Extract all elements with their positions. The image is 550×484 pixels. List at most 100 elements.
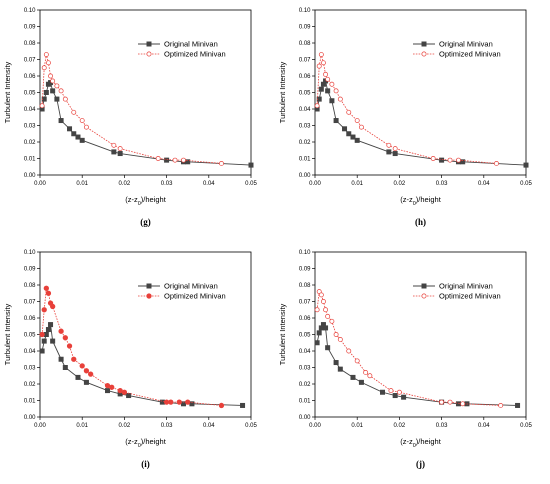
y-tick-label: 0.06 bbox=[24, 316, 36, 322]
y-tick-label: 0.02 bbox=[299, 140, 311, 146]
legend-label-optimized: Optimized Minivan bbox=[439, 50, 501, 59]
y-tick-label: 0.07 bbox=[24, 300, 36, 306]
legend-marker-original bbox=[146, 283, 152, 289]
original-data-point bbox=[354, 137, 360, 143]
series-line-original bbox=[41, 81, 252, 166]
chart-svg-i: 0.00 0.01 0.02 0.03 0.04 0.05 0.00 0.01 0.02 0.03… bbox=[3, 250, 257, 469]
original-data-point bbox=[342, 126, 348, 132]
optimized-data-point bbox=[494, 160, 499, 166]
x-axis-title-tail: )/height bbox=[141, 437, 167, 446]
chart-panel-i: 0.00 0.01 0.02 0.03 0.04 0.05 0.00 0.01 0.02 0.03… bbox=[0, 242, 275, 484]
optimized-data-point bbox=[392, 146, 398, 152]
optimized-data-point bbox=[358, 124, 364, 130]
optimized-data-point bbox=[87, 371, 94, 377]
chart-panel-j: 0.00 0.01 0.02 0.03 0.04 0.05 0.00 0.01 0.02 0.03… bbox=[275, 242, 550, 484]
series-markers-original bbox=[39, 80, 254, 168]
optimized-data-point bbox=[117, 146, 123, 152]
y-tick-label: 0.01 bbox=[299, 399, 311, 405]
original-data-point bbox=[325, 88, 331, 94]
legend-label-original: Original Minivan bbox=[164, 40, 218, 49]
legend-marker-optimized bbox=[421, 51, 427, 57]
panel-label: (j) bbox=[416, 459, 425, 469]
original-data-point bbox=[71, 131, 77, 137]
optimized-data-point bbox=[325, 76, 331, 82]
optimized-data-point bbox=[323, 71, 329, 77]
optimized-data-point bbox=[172, 157, 178, 163]
x-tick-label: 0.04 bbox=[478, 423, 490, 429]
x-tick-label: 0.03 bbox=[161, 423, 173, 429]
original-data-point bbox=[329, 98, 335, 104]
y-tick-label: 0.09 bbox=[299, 267, 311, 273]
legend-label-optimized: Optimized Minivan bbox=[439, 292, 501, 301]
y-axis-title: Turbulent Intensity bbox=[3, 304, 12, 366]
y-tick-label: 0.06 bbox=[299, 74, 311, 80]
legend-marker-optimized bbox=[421, 293, 427, 299]
optimized-data-point bbox=[43, 285, 49, 291]
panel-label: (h) bbox=[415, 217, 426, 227]
x-axis-title-main: (z-z bbox=[125, 437, 138, 446]
x-axis-title: (z-z0)/height bbox=[125, 195, 166, 207]
y-tick-label: 0.09 bbox=[299, 25, 311, 31]
y-tick-label: 0.06 bbox=[299, 316, 311, 322]
optimized-data-point bbox=[121, 389, 128, 395]
optimized-data-point bbox=[45, 290, 52, 296]
x-axis-title-main: (z-z bbox=[400, 195, 413, 204]
series-line-optimized bbox=[41, 54, 222, 164]
optimized-data-point bbox=[71, 109, 77, 115]
optimized-data-point bbox=[320, 60, 326, 66]
x-axis-title: (z-z0)/height bbox=[400, 195, 441, 207]
y-tick-label: 0.02 bbox=[24, 140, 36, 146]
original-data-point bbox=[50, 338, 56, 344]
y-tick-label: 0.05 bbox=[299, 333, 311, 339]
x-axis-title-tail: )/height bbox=[416, 437, 442, 446]
optimized-data-point bbox=[50, 303, 56, 310]
y-tick-label: 0.09 bbox=[24, 25, 36, 31]
series-markers-optimized bbox=[314, 289, 504, 408]
optimized-data-point bbox=[346, 109, 352, 115]
original-data-point bbox=[350, 134, 356, 140]
y-tick-label: 0.03 bbox=[24, 366, 36, 372]
legend-marker-original bbox=[146, 41, 152, 47]
optimized-data-point bbox=[354, 358, 360, 364]
optimized-data-point bbox=[337, 96, 343, 102]
y-tick-label: 0.04 bbox=[24, 349, 36, 355]
series-markers-original bbox=[314, 322, 521, 408]
optimized-data-point bbox=[329, 81, 335, 87]
optimized-data-point bbox=[316, 63, 322, 69]
optimized-data-point bbox=[176, 399, 182, 405]
chart-svg-g: 0.00 0.01 0.02 0.03 0.04 0.05 0.00 0.01 0.02 0.03… bbox=[3, 8, 257, 227]
optimized-data-point bbox=[396, 389, 402, 395]
x-axis-title: (z-z0)/height bbox=[400, 437, 441, 449]
legend-label-original: Original Minivan bbox=[439, 282, 493, 291]
series-markers-original bbox=[39, 322, 246, 408]
original-data-point bbox=[392, 393, 398, 399]
original-data-point bbox=[54, 96, 60, 102]
optimized-data-point bbox=[48, 73, 54, 79]
series-markers-optimized bbox=[39, 52, 224, 166]
optimized-data-point bbox=[367, 373, 373, 379]
x-tick-label: 0.05 bbox=[245, 181, 257, 187]
original-data-point bbox=[515, 402, 521, 408]
y-tick-label: 0.08 bbox=[24, 283, 36, 289]
original-data-point bbox=[346, 131, 352, 137]
series-line-original bbox=[316, 79, 527, 166]
optimized-data-point bbox=[329, 318, 335, 324]
original-data-point bbox=[83, 379, 89, 385]
legend-marker-optimized bbox=[146, 293, 152, 299]
x-tick-label: 0.02 bbox=[394, 181, 406, 187]
chart-panel-h: 0.00 0.01 0.02 0.03 0.04 0.05 0.00 0.01 0.02 0.03… bbox=[275, 0, 550, 242]
x-tick-label: 0.05 bbox=[245, 423, 257, 429]
optimized-data-point bbox=[456, 157, 461, 163]
original-data-point bbox=[75, 374, 81, 380]
optimized-data-point bbox=[333, 332, 339, 337]
y-tick-label: 0.07 bbox=[299, 58, 311, 64]
chart-svg-j: 0.00 0.01 0.02 0.03 0.04 0.05 0.00 0.01 0.02 0.03… bbox=[278, 250, 532, 469]
y-tick-label: 0.10 bbox=[299, 250, 311, 256]
y-tick-label: 0.04 bbox=[299, 107, 311, 113]
optimized-data-point bbox=[58, 328, 64, 334]
optimized-data-point bbox=[460, 401, 466, 407]
x-tick-label: 0.02 bbox=[119, 423, 131, 429]
optimized-data-point bbox=[62, 96, 68, 102]
original-data-point bbox=[401, 394, 407, 400]
y-tick-label: 0.01 bbox=[299, 157, 311, 163]
